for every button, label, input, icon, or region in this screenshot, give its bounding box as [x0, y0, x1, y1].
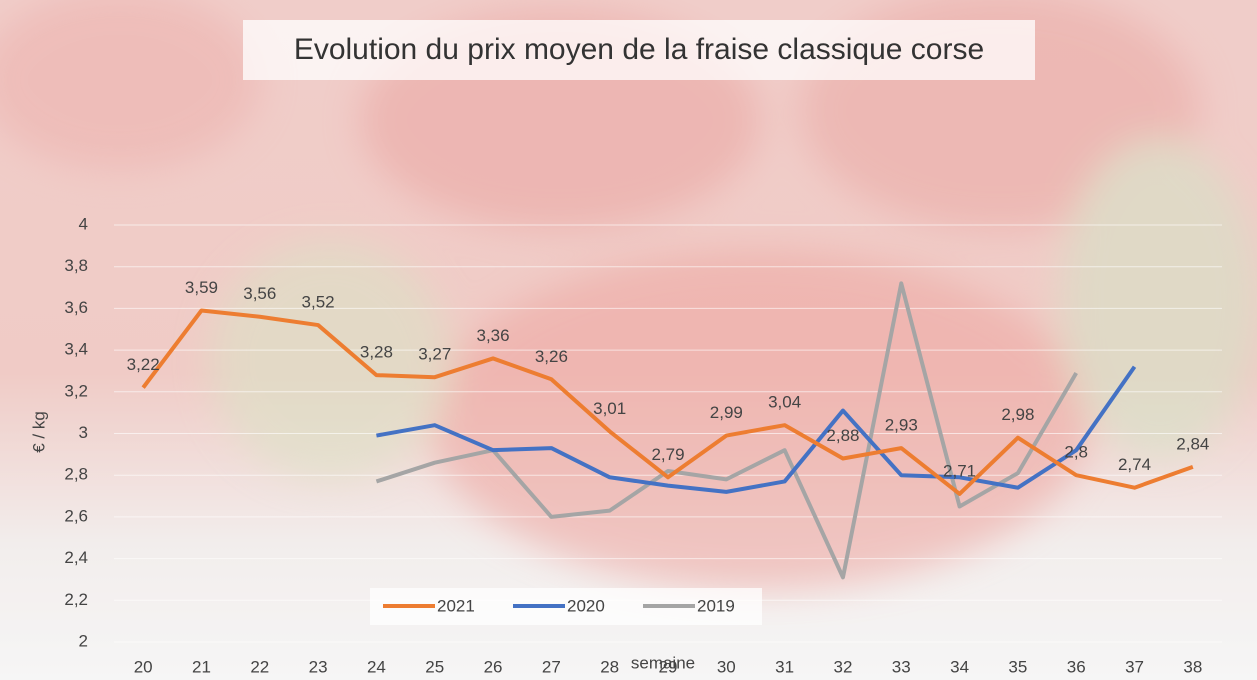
x-tick-label: 23: [309, 657, 328, 676]
x-tick-label: 25: [425, 657, 444, 676]
legend: 2021 2020 2019: [370, 588, 762, 625]
data-label: 3,22: [127, 355, 160, 374]
y-tick-label: 4: [79, 214, 88, 233]
x-tick-label: 30: [717, 657, 736, 676]
data-label: 2,79: [651, 445, 684, 464]
data-label: 3,56: [243, 284, 276, 303]
x-tick-label: 37: [1125, 657, 1144, 676]
legend-label: 2019: [697, 596, 735, 615]
y-tick-label: 2,8: [64, 465, 88, 484]
data-label: 3,59: [185, 278, 218, 297]
y-axis-title: € / kg: [29, 411, 48, 453]
data-label: 3,27: [418, 345, 451, 364]
x-tick-label: 32: [833, 657, 852, 676]
data-label: 3,04: [768, 393, 801, 412]
x-tick-label: 31: [775, 657, 794, 676]
y-tick-label: 3,2: [64, 381, 88, 400]
data-label: 3,52: [302, 293, 335, 312]
data-label: 2,98: [1001, 405, 1034, 424]
data-label: 2,84: [1176, 434, 1209, 453]
x-tick-label: 21: [192, 657, 211, 676]
data-label: 3,36: [477, 326, 510, 345]
x-tick-label: 22: [250, 657, 269, 676]
data-label: 2,74: [1118, 455, 1151, 474]
x-tick-label: 20: [134, 657, 153, 676]
y-tick-label: 2: [79, 631, 88, 650]
y-tick-label: 3,8: [64, 256, 88, 275]
x-tick-label: 24: [367, 657, 386, 676]
data-label: 2,99: [710, 403, 743, 422]
y-tick-label: 2,2: [64, 590, 88, 609]
x-tick-label: 29: [659, 657, 678, 676]
data-label: 3,28: [360, 343, 393, 362]
data-label: 3,01: [593, 399, 626, 418]
y-tick-label: 3,6: [64, 298, 88, 317]
x-tick-label: 33: [892, 657, 911, 676]
data-label: 2,8: [1064, 443, 1088, 462]
x-tick-label: 34: [950, 657, 969, 676]
legend-label: 2020: [567, 596, 605, 615]
y-tick-label: 3,4: [64, 340, 88, 359]
y-tick-label: 2,4: [64, 548, 88, 567]
x-tick-label: 28: [600, 657, 619, 676]
x-tick-label: 36: [1067, 657, 1086, 676]
legend-label: 2021: [437, 596, 475, 615]
x-tick-label: 35: [1008, 657, 1027, 676]
data-label: 2,88: [826, 426, 859, 445]
chart-title: Evolution du prix moyen de la fraise cla…: [294, 33, 984, 66]
y-tick-label: 3: [79, 423, 88, 442]
data-label: 2,93: [885, 416, 918, 435]
x-tick-label: 26: [484, 657, 503, 676]
x-tick-label: 38: [1183, 657, 1202, 676]
y-tick-label: 2,6: [64, 506, 88, 525]
data-label: 3,26: [535, 347, 568, 366]
overlay: [0, 0, 1257, 680]
data-label: 2,71: [943, 461, 976, 480]
x-tick-label: 27: [542, 657, 561, 676]
chart: Evolution du prix moyen de la fraise cla…: [0, 0, 1257, 680]
